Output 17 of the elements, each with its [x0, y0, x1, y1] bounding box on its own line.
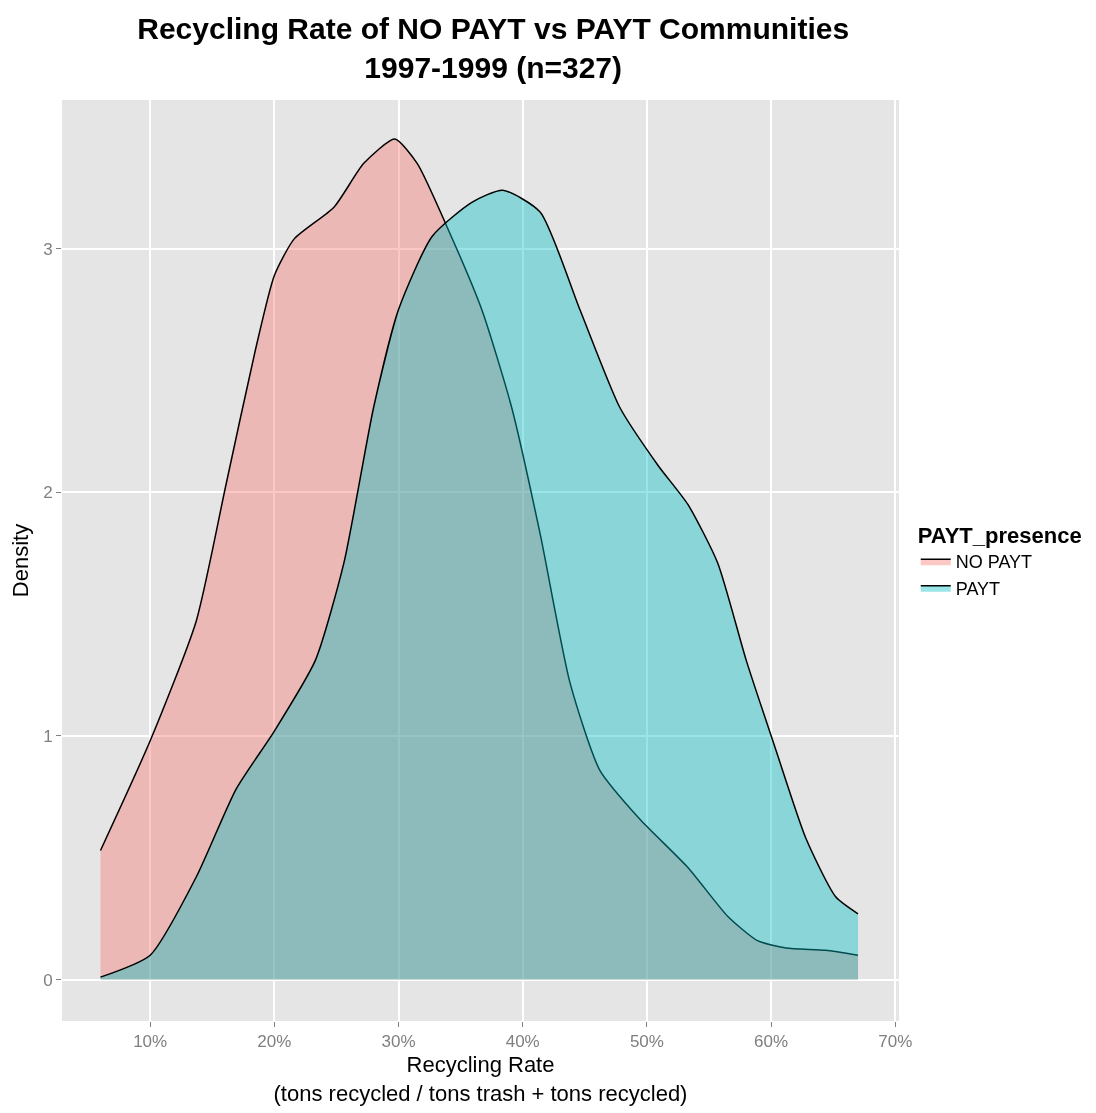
legend-label: NO PAYT: [955, 552, 1033, 573]
legend-label: PAYT: [955, 578, 1001, 599]
chart-title: Recycling Rate of NO PAYT vs PAYT Communities 1997-1999 (n=327): [137, 11, 850, 84]
x-tick-label: 50%: [629, 1032, 664, 1052]
y-tick-label: 2: [43, 483, 53, 503]
legend-title: PAYT_presence: [917, 523, 1082, 549]
x-tick-label: 20%: [257, 1032, 292, 1052]
x-axis-title: Recycling Rate (tons recycled / tons trash + tons recycled): [273, 1052, 688, 1106]
x-tick-label: 60%: [754, 1032, 789, 1052]
x-tick-label: 30%: [381, 1032, 416, 1052]
x-tick-label: 10%: [133, 1032, 168, 1052]
x-tick-label: 40%: [505, 1032, 540, 1052]
y-axis-title: Density: [7, 523, 33, 598]
y-tick-label: 1: [43, 726, 53, 746]
y-tick-label: 0: [43, 970, 53, 990]
y-tick-label: 3: [43, 239, 53, 259]
x-tick-label: 70%: [878, 1032, 913, 1052]
